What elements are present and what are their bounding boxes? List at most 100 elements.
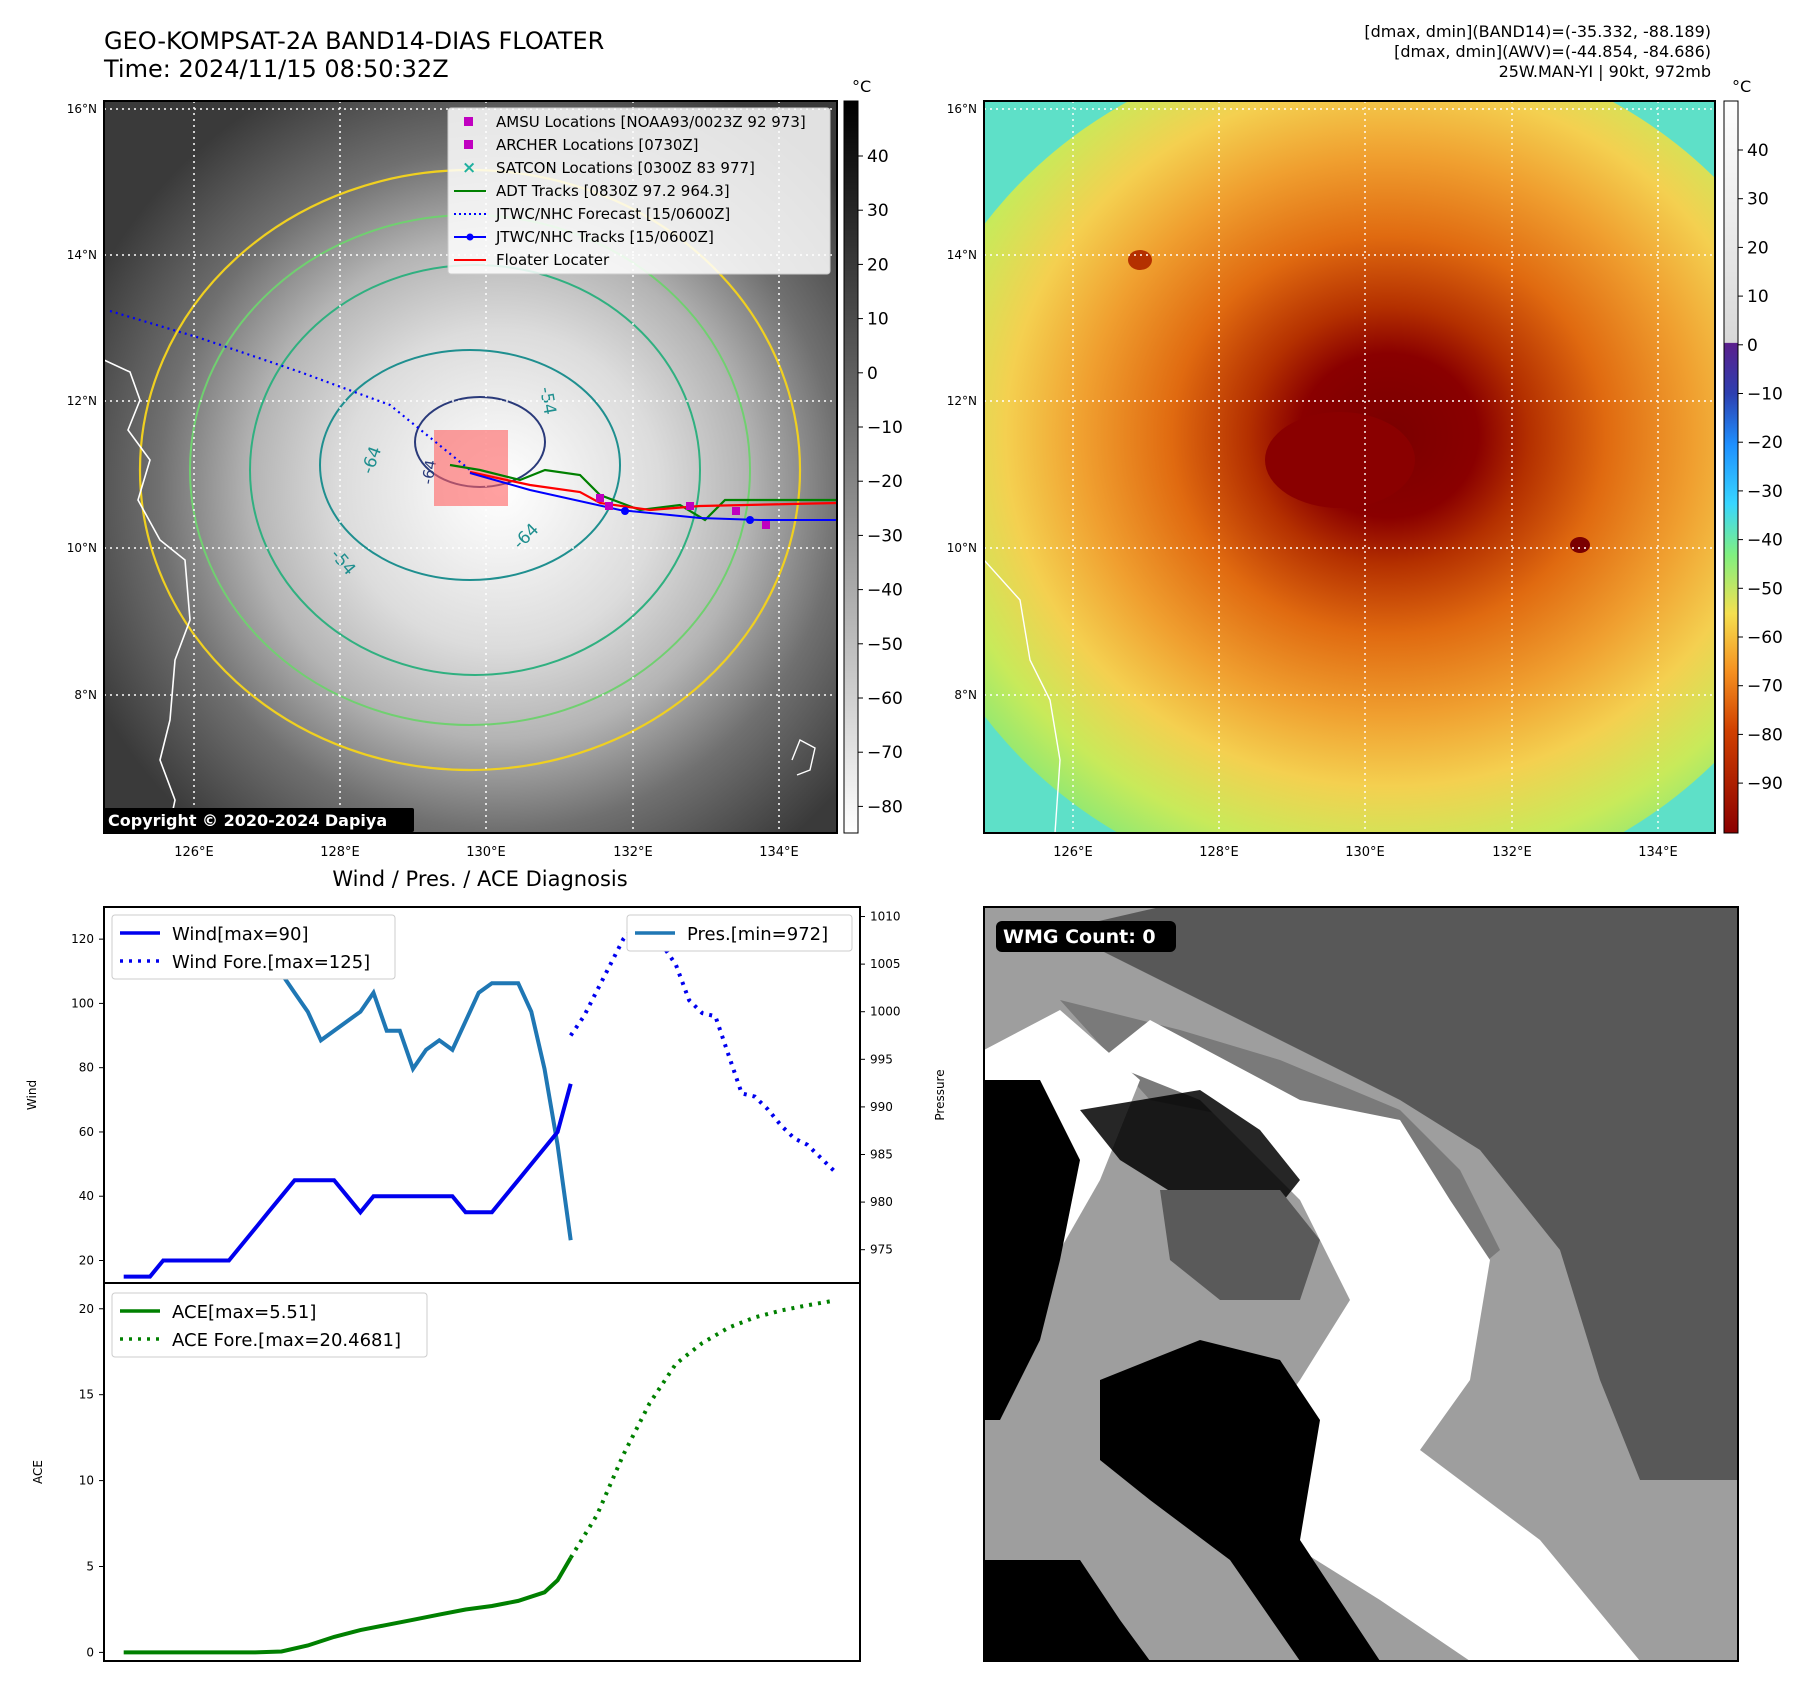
wmg-frame: [983, 906, 1739, 1662]
copyright-box: [104, 808, 414, 832]
wmg-dark-region: [1060, 907, 1738, 1480]
legend-label: ADT Tracks [0830Z 97.2 964.3]: [496, 182, 730, 200]
lat-tick-label: 8°N: [954, 688, 977, 702]
ir-lon-ticks: 126°E 128°E 130°E 132°E 134°E: [174, 845, 799, 860]
ace-tick-label: 20: [79, 1302, 94, 1316]
ace-tick-label: 15: [79, 1388, 94, 1402]
legend-label: SATCON Locations [0300Z 83 977]: [496, 159, 755, 177]
contour-teal: [319, 349, 621, 581]
lon-tick-label: 126°E: [1053, 845, 1093, 860]
figure-title: GEO-KOMPSAT-2A BAND14-DIAS FLOATER Time:…: [104, 27, 604, 83]
awv-lon-ticks: 126°E 128°E 130°E 132°E 134°E: [1053, 845, 1678, 860]
colorbar-tick-label: 30: [867, 201, 889, 221]
colorbar-tick-label: −60: [867, 689, 903, 709]
chart-legend-label: Wind[max=90]: [172, 924, 309, 945]
colorbar-tick-label: −30: [867, 526, 903, 546]
diagnosis-title: Wind / Pres. / ACE Diagnosis: [332, 867, 627, 891]
lon-tick-label: 132°E: [1492, 845, 1532, 860]
legend-label: JTWC/NHC Tracks [15/0600Z]: [495, 228, 714, 246]
map-legend-item: Floater Locater: [454, 251, 610, 269]
wind-axis-label: Wind: [25, 1080, 39, 1110]
colorbar-tick-label: −70: [867, 743, 903, 763]
amsu-marker: [732, 507, 740, 515]
colorbar-tick-label: −80: [867, 797, 903, 817]
colorbar-tick-label: −30: [1747, 482, 1783, 502]
colorbar-tick-label: 30: [1747, 190, 1769, 210]
awv-gridlines: [984, 101, 1715, 833]
amsu-marker: [762, 521, 770, 529]
lat-tick-label: 16°N: [67, 102, 97, 116]
lon-tick-label: 134°E: [759, 845, 799, 860]
chart-legend-label: ACE[max=5.51]: [172, 1302, 316, 1323]
coastline-east: [791, 739, 816, 776]
awv-map-frame: [983, 100, 1716, 834]
wmg-count-badge: [996, 921, 1176, 952]
awv-hotspot: [1128, 250, 1152, 270]
wmg-black-region: [1100, 1340, 1380, 1661]
chart-legend-box: [626, 914, 853, 952]
ace-tick-label: 5: [86, 1560, 94, 1574]
ace-chart: 0 5 10 15 20 ACE ACE[max=5.51] ACE Fore.[max=20…: [31, 1282, 861, 1662]
wind-tick-label: 100: [71, 996, 94, 1010]
wmg-dark-core: [1160, 1190, 1320, 1300]
wmg-black-region: [984, 1560, 1150, 1661]
lon-tick-label: 128°E: [1199, 845, 1239, 860]
colorbar-tick-label: −20: [867, 472, 903, 492]
lat-tick-label: 16°N: [947, 102, 977, 116]
awv-map-panel: 16°N 14°N 12°N 10°N 8°N 126°E 128°E 130°E 132°E…: [947, 100, 1716, 860]
ace-tick-label: 10: [79, 1474, 94, 1488]
ir-lat-ticks: 16°N 14°N 12°N 10°N 8°N: [67, 102, 97, 702]
colorbar-tick-label: 10: [1747, 287, 1769, 307]
wind-tick-label: 80: [79, 1061, 94, 1075]
lon-tick-label: 130°E: [466, 845, 506, 860]
colorbar-tick-label: −20: [1747, 433, 1783, 453]
colorbar-tick-label: 20: [867, 255, 889, 275]
legend-dot-marker: [466, 233, 474, 241]
colorbar-tick-label: −60: [1747, 628, 1783, 648]
amsu-marker: [596, 494, 604, 502]
colorbar-tick-label: −50: [1747, 579, 1783, 599]
pressure-tick-label: 985: [870, 1147, 893, 1161]
map-legend-item: × SATCON Locations [0300Z 83 977]: [462, 158, 755, 178]
chart-legend-box: [111, 914, 396, 980]
lon-tick-label: 130°E: [1345, 845, 1385, 860]
stats-storm: 25W.MAN-YI | 90kt, 972mb: [1498, 62, 1711, 81]
awv-eye: [1265, 412, 1415, 508]
colorbar-tick-label: −10: [867, 418, 903, 438]
colorbar-tick-label: −10: [1747, 385, 1783, 405]
pressure-tick-label: 980: [870, 1195, 893, 1209]
lon-tick-label: 134°E: [1638, 845, 1678, 860]
ir-colorbar-unit: °C: [852, 77, 871, 96]
lat-tick-label: 10°N: [947, 541, 977, 555]
pressure-tick-label: 1005: [870, 957, 901, 971]
storm-tracks: [109, 309, 838, 529]
ir-colorbar-ramp: [843, 100, 859, 834]
map-legend-item: JTWC/NHC Tracks [15/0600Z]: [454, 228, 714, 246]
colorbar-tick-label: 40: [1747, 141, 1769, 161]
title-line-satellite: GEO-KOMPSAT-2A BAND14-DIAS FLOATER: [104, 27, 605, 55]
map-legend-item: AMSU Locations [NOAA93/0023Z 92 973]: [464, 113, 806, 131]
amsu-marker: [686, 502, 694, 510]
colorbar-tick-label: −40: [867, 581, 903, 601]
colorbar-tick-label: −90: [1747, 774, 1783, 794]
jtwc-track-point: [746, 516, 754, 524]
wmg-white-region: [1100, 1020, 1640, 1661]
stats-band14: [dmax, dmin](BAND14)=(-35.332, -88.189): [1364, 22, 1711, 41]
amsu-marker: [605, 502, 613, 510]
ir-map-frame: [103, 100, 838, 834]
awv-lat-ticks: 16°N 14°N 12°N 10°N 8°N: [947, 102, 977, 702]
stats-block: [dmax, dmin](BAND14)=(-35.332, -88.189) …: [1364, 22, 1711, 82]
coastline: [104, 359, 191, 833]
wind-tick-label: 40: [79, 1189, 94, 1203]
awv-coastline: [984, 559, 1061, 833]
map-legend: AMSU Locations [NOAA93/0023Z 92 973] ARCH…: [447, 107, 831, 275]
legend-x-marker: ×: [462, 158, 476, 178]
colorbar-tick-label: 10: [867, 310, 889, 330]
colorbar-tick-label: 0: [867, 364, 878, 384]
map-legend-item: JTWC/NHC Forecast [15/0600Z]: [454, 205, 730, 223]
ir-colorbar: °C 40 30 20 10 0 −10 −20 −30 −40 −50 −60 −70 −80: [843, 77, 903, 834]
pressure-tick-label: 975: [870, 1243, 893, 1257]
lat-tick-label: 14°N: [947, 248, 977, 262]
floater-track: [469, 470, 838, 512]
legend-square-marker: [464, 140, 473, 149]
